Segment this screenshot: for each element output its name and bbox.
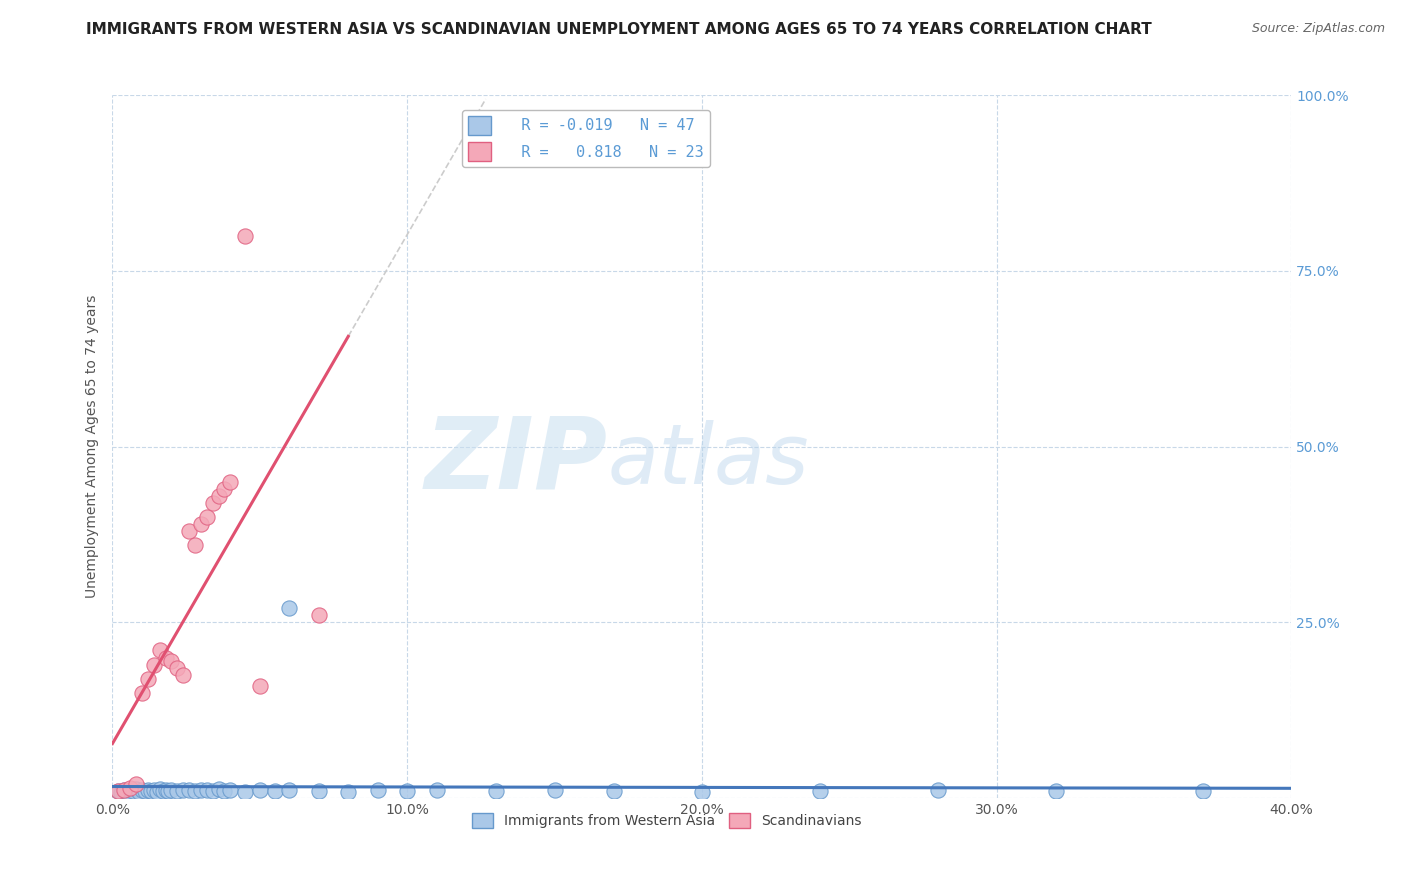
Point <box>107 784 129 798</box>
Point <box>131 686 153 700</box>
Point <box>485 784 508 798</box>
Legend: Immigrants from Western Asia, Scandinavians: Immigrants from Western Asia, Scandinavi… <box>467 807 868 833</box>
Text: atlas: atlas <box>607 420 810 501</box>
Point <box>157 784 180 798</box>
Point <box>263 784 285 798</box>
Point <box>112 782 135 797</box>
Point <box>190 516 212 531</box>
Point <box>142 657 165 672</box>
Point <box>107 784 129 798</box>
Point <box>233 785 256 799</box>
Point <box>219 475 242 489</box>
Point <box>190 783 212 797</box>
Point <box>120 783 142 797</box>
Point <box>927 783 949 797</box>
Point <box>125 777 148 791</box>
Point <box>131 783 153 797</box>
Point <box>145 785 167 799</box>
Point <box>172 668 194 682</box>
Point <box>195 510 218 524</box>
Point <box>602 784 624 798</box>
Point <box>184 538 207 552</box>
Point <box>149 643 172 657</box>
Point <box>308 784 330 798</box>
Point <box>112 782 135 797</box>
Point <box>136 782 159 797</box>
Text: ZIP: ZIP <box>425 412 607 509</box>
Point <box>160 782 183 797</box>
Point <box>179 524 201 538</box>
Y-axis label: Unemployment Among Ages 65 to 74 years: Unemployment Among Ages 65 to 74 years <box>86 295 100 599</box>
Point <box>214 482 236 496</box>
Point <box>233 228 256 243</box>
Point <box>426 782 449 797</box>
Point <box>337 785 360 799</box>
Point <box>155 783 177 797</box>
Text: IMMIGRANTS FROM WESTERN ASIA VS SCANDINAVIAN UNEMPLOYMENT AMONG AGES 65 TO 74 YE: IMMIGRANTS FROM WESTERN ASIA VS SCANDINA… <box>86 22 1152 37</box>
Point <box>219 782 242 797</box>
Point <box>160 654 183 668</box>
Point <box>278 601 301 615</box>
Point <box>808 784 831 798</box>
Point <box>249 783 271 797</box>
Point <box>136 672 159 686</box>
Text: Source: ZipAtlas.com: Source: ZipAtlas.com <box>1251 22 1385 36</box>
Point <box>201 496 224 510</box>
Point <box>134 784 156 798</box>
Point <box>149 782 172 797</box>
Point <box>152 784 174 798</box>
Point <box>139 784 162 798</box>
Point <box>207 489 229 503</box>
Point <box>125 782 148 797</box>
Point <box>166 784 188 798</box>
Point <box>308 608 330 623</box>
Point <box>184 784 207 798</box>
Point <box>396 784 419 798</box>
Point <box>142 783 165 797</box>
Point <box>128 785 150 799</box>
Point <box>115 785 138 799</box>
Point <box>249 679 271 693</box>
Point <box>543 783 565 797</box>
Point <box>120 780 142 795</box>
Point <box>179 782 201 797</box>
Point <box>122 784 145 798</box>
Point <box>201 784 224 798</box>
Point <box>214 784 236 798</box>
Point <box>1192 784 1215 798</box>
Point <box>195 782 218 797</box>
Point <box>110 785 132 799</box>
Point <box>155 650 177 665</box>
Point <box>367 783 389 797</box>
Point <box>166 661 188 675</box>
Point <box>278 782 301 797</box>
Point <box>1045 784 1067 798</box>
Point <box>207 782 229 797</box>
Point <box>690 785 713 799</box>
Point <box>172 783 194 797</box>
